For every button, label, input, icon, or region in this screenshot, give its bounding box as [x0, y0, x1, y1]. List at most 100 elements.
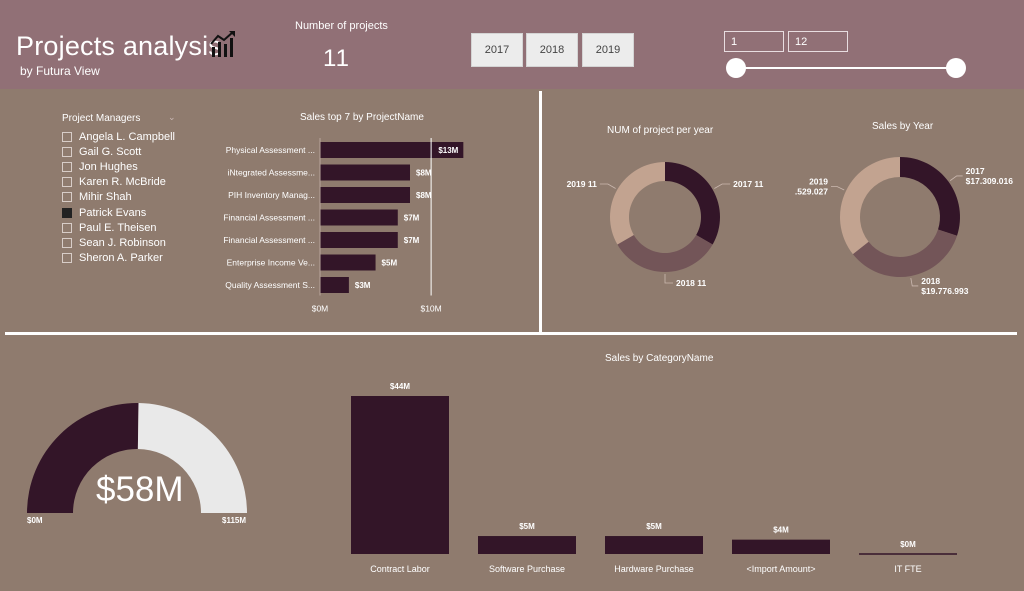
top7-chart-title: Sales top 7 by ProjectName [300, 112, 424, 123]
donut-label: 2018 11 [676, 278, 707, 288]
leader-line [599, 183, 616, 189]
donut-slice[interactable] [665, 162, 720, 245]
checkbox[interactable] [62, 192, 72, 203]
bar-data-label: $8M [416, 169, 432, 178]
column-category-label: Hardware Purchase [614, 564, 694, 574]
project-manager-item[interactable]: Mihir Shah [62, 190, 175, 205]
project-managers-list: Angela L. Campbell Gail G. Scott Jon Hughe… [62, 129, 175, 266]
donut-label-value: $19.776.993 [921, 286, 969, 296]
project-manager-item[interactable]: Sean J. Robinson [62, 235, 175, 250]
kpi-label: Number of projects [295, 20, 388, 32]
donut-label-value: $20.529.027 [795, 186, 828, 196]
donut-label-year: 2019 [809, 176, 828, 186]
project-manager-label: Sean J. Robinson [79, 236, 166, 249]
gauge-fill [27, 403, 139, 513]
header-bar: Projects analysis by Futura View Number … [0, 0, 1024, 89]
gauge-max-label: $115M [222, 516, 247, 525]
kpi-value: 11 [323, 45, 350, 72]
project-manager-item[interactable]: Paul E. Theisen [62, 220, 175, 235]
category-bar-chart: $44M Contract Labor $5M Software Purchase $5… [351, 382, 957, 574]
bar[interactable] [320, 164, 410, 181]
leader-line [664, 274, 673, 284]
leader-line [910, 277, 919, 287]
project-manager-item[interactable]: Jon Hughes [62, 159, 175, 174]
bar[interactable] [320, 254, 376, 271]
chevron-down-icon[interactable]: ⌄ [168, 112, 176, 122]
donut-slice[interactable] [840, 157, 900, 255]
year-button-2018[interactable]: 2018 [526, 33, 578, 67]
range-slider-max-handle[interactable] [946, 58, 966, 78]
bar[interactable] [320, 277, 349, 293]
gauge-min-label: $0M [27, 516, 43, 525]
checkbox[interactable] [62, 177, 72, 188]
bar-category-label: Financial Assessment ... [223, 213, 315, 223]
range-to-input[interactable] [788, 31, 848, 52]
donut-slice[interactable] [852, 229, 958, 277]
project-manager-item[interactable]: Gail G. Scott [62, 144, 175, 159]
leader-line [949, 175, 963, 181]
projects-per-year-donut: 2017 11 2018 11 2019 11 [567, 162, 764, 288]
checkbox[interactable] [62, 222, 72, 233]
bar[interactable] [320, 142, 464, 158]
project-manager-label: Angela L. Campbell [79, 130, 176, 143]
range-from-input[interactable] [724, 31, 784, 52]
checkbox[interactable] [62, 237, 72, 248]
project-manager-label: Sheron A. Parker [79, 252, 163, 265]
bar-data-label: $8M [416, 191, 432, 200]
range-slider-track[interactable] [736, 67, 956, 69]
section-divider-vertical [539, 91, 542, 332]
gauge-remainder [137, 403, 247, 513]
bar-category-label: Physical Assessment ... [226, 145, 315, 155]
column-data-label: $4M [773, 526, 789, 535]
checkbox[interactable] [62, 131, 72, 142]
sales-by-year-title: Sales by Year [872, 121, 934, 132]
project-managers-header: Project Managers [62, 113, 141, 124]
donut-label-year: 2018 [921, 276, 940, 286]
checkbox[interactable] [62, 253, 72, 264]
project-manager-item[interactable]: Karen R. McBride [62, 175, 175, 190]
donut-label: 2019 11 [567, 179, 598, 189]
donut-label-year: 2017 [966, 166, 985, 176]
project-manager-item[interactable]: Sheron A. Parker [62, 251, 175, 266]
bar[interactable] [320, 209, 398, 226]
projects-per-year-title: NUM of project per year [607, 125, 714, 136]
column-category-label: IT FTE [894, 564, 921, 574]
bar-data-label: $7M [404, 236, 420, 245]
project-manager-item[interactable]: Angela L. Campbell [62, 129, 175, 144]
bar[interactable] [320, 187, 410, 203]
checkbox[interactable] [62, 146, 72, 157]
checkbox[interactable] [62, 161, 72, 172]
project-manager-item[interactable]: Patrick Evans [62, 205, 175, 220]
project-manager-label: Gail G. Scott [79, 145, 142, 158]
column-data-label: $5M [646, 522, 662, 531]
donut-slice[interactable] [617, 235, 713, 272]
sales-gauge [27, 403, 247, 513]
project-manager-label: Mihir Shah [79, 191, 132, 204]
project-manager-label: Karen R. McBride [79, 176, 166, 189]
donut-slice[interactable] [900, 157, 960, 236]
column-data-label: $44M [390, 382, 410, 391]
donut-slice[interactable] [610, 162, 665, 245]
column-bar[interactable] [351, 396, 449, 554]
year-button-2017[interactable]: 2017 [471, 33, 523, 67]
bar-data-label: $7M [404, 214, 420, 223]
column-bar[interactable] [732, 539, 830, 554]
page-subtitle: by Futura View [20, 64, 100, 78]
leader-line [831, 186, 845, 191]
column-category-label: <Import Amount> [746, 564, 815, 574]
bar[interactable] [320, 232, 398, 248]
donut-label: 2017 11 [733, 179, 764, 189]
column-category-label: Contract Labor [370, 564, 430, 574]
column-data-label: $5M [519, 522, 535, 531]
checkbox[interactable] [62, 207, 72, 218]
column-bar[interactable] [605, 536, 703, 554]
page-title: Projects analysis [16, 31, 222, 61]
x-tick-label: $10M [420, 304, 441, 314]
column-bar[interactable] [478, 536, 576, 554]
column-category-label: Software Purchase [489, 564, 565, 574]
range-slider-min-handle[interactable] [726, 58, 746, 78]
year-button-2019[interactable]: 2019 [582, 33, 634, 67]
section-divider-horizontal [5, 332, 1017, 335]
bar-category-label: iNtegrated Assessme... [228, 168, 315, 178]
bar-category-label: Quality Assessment S... [225, 280, 315, 290]
